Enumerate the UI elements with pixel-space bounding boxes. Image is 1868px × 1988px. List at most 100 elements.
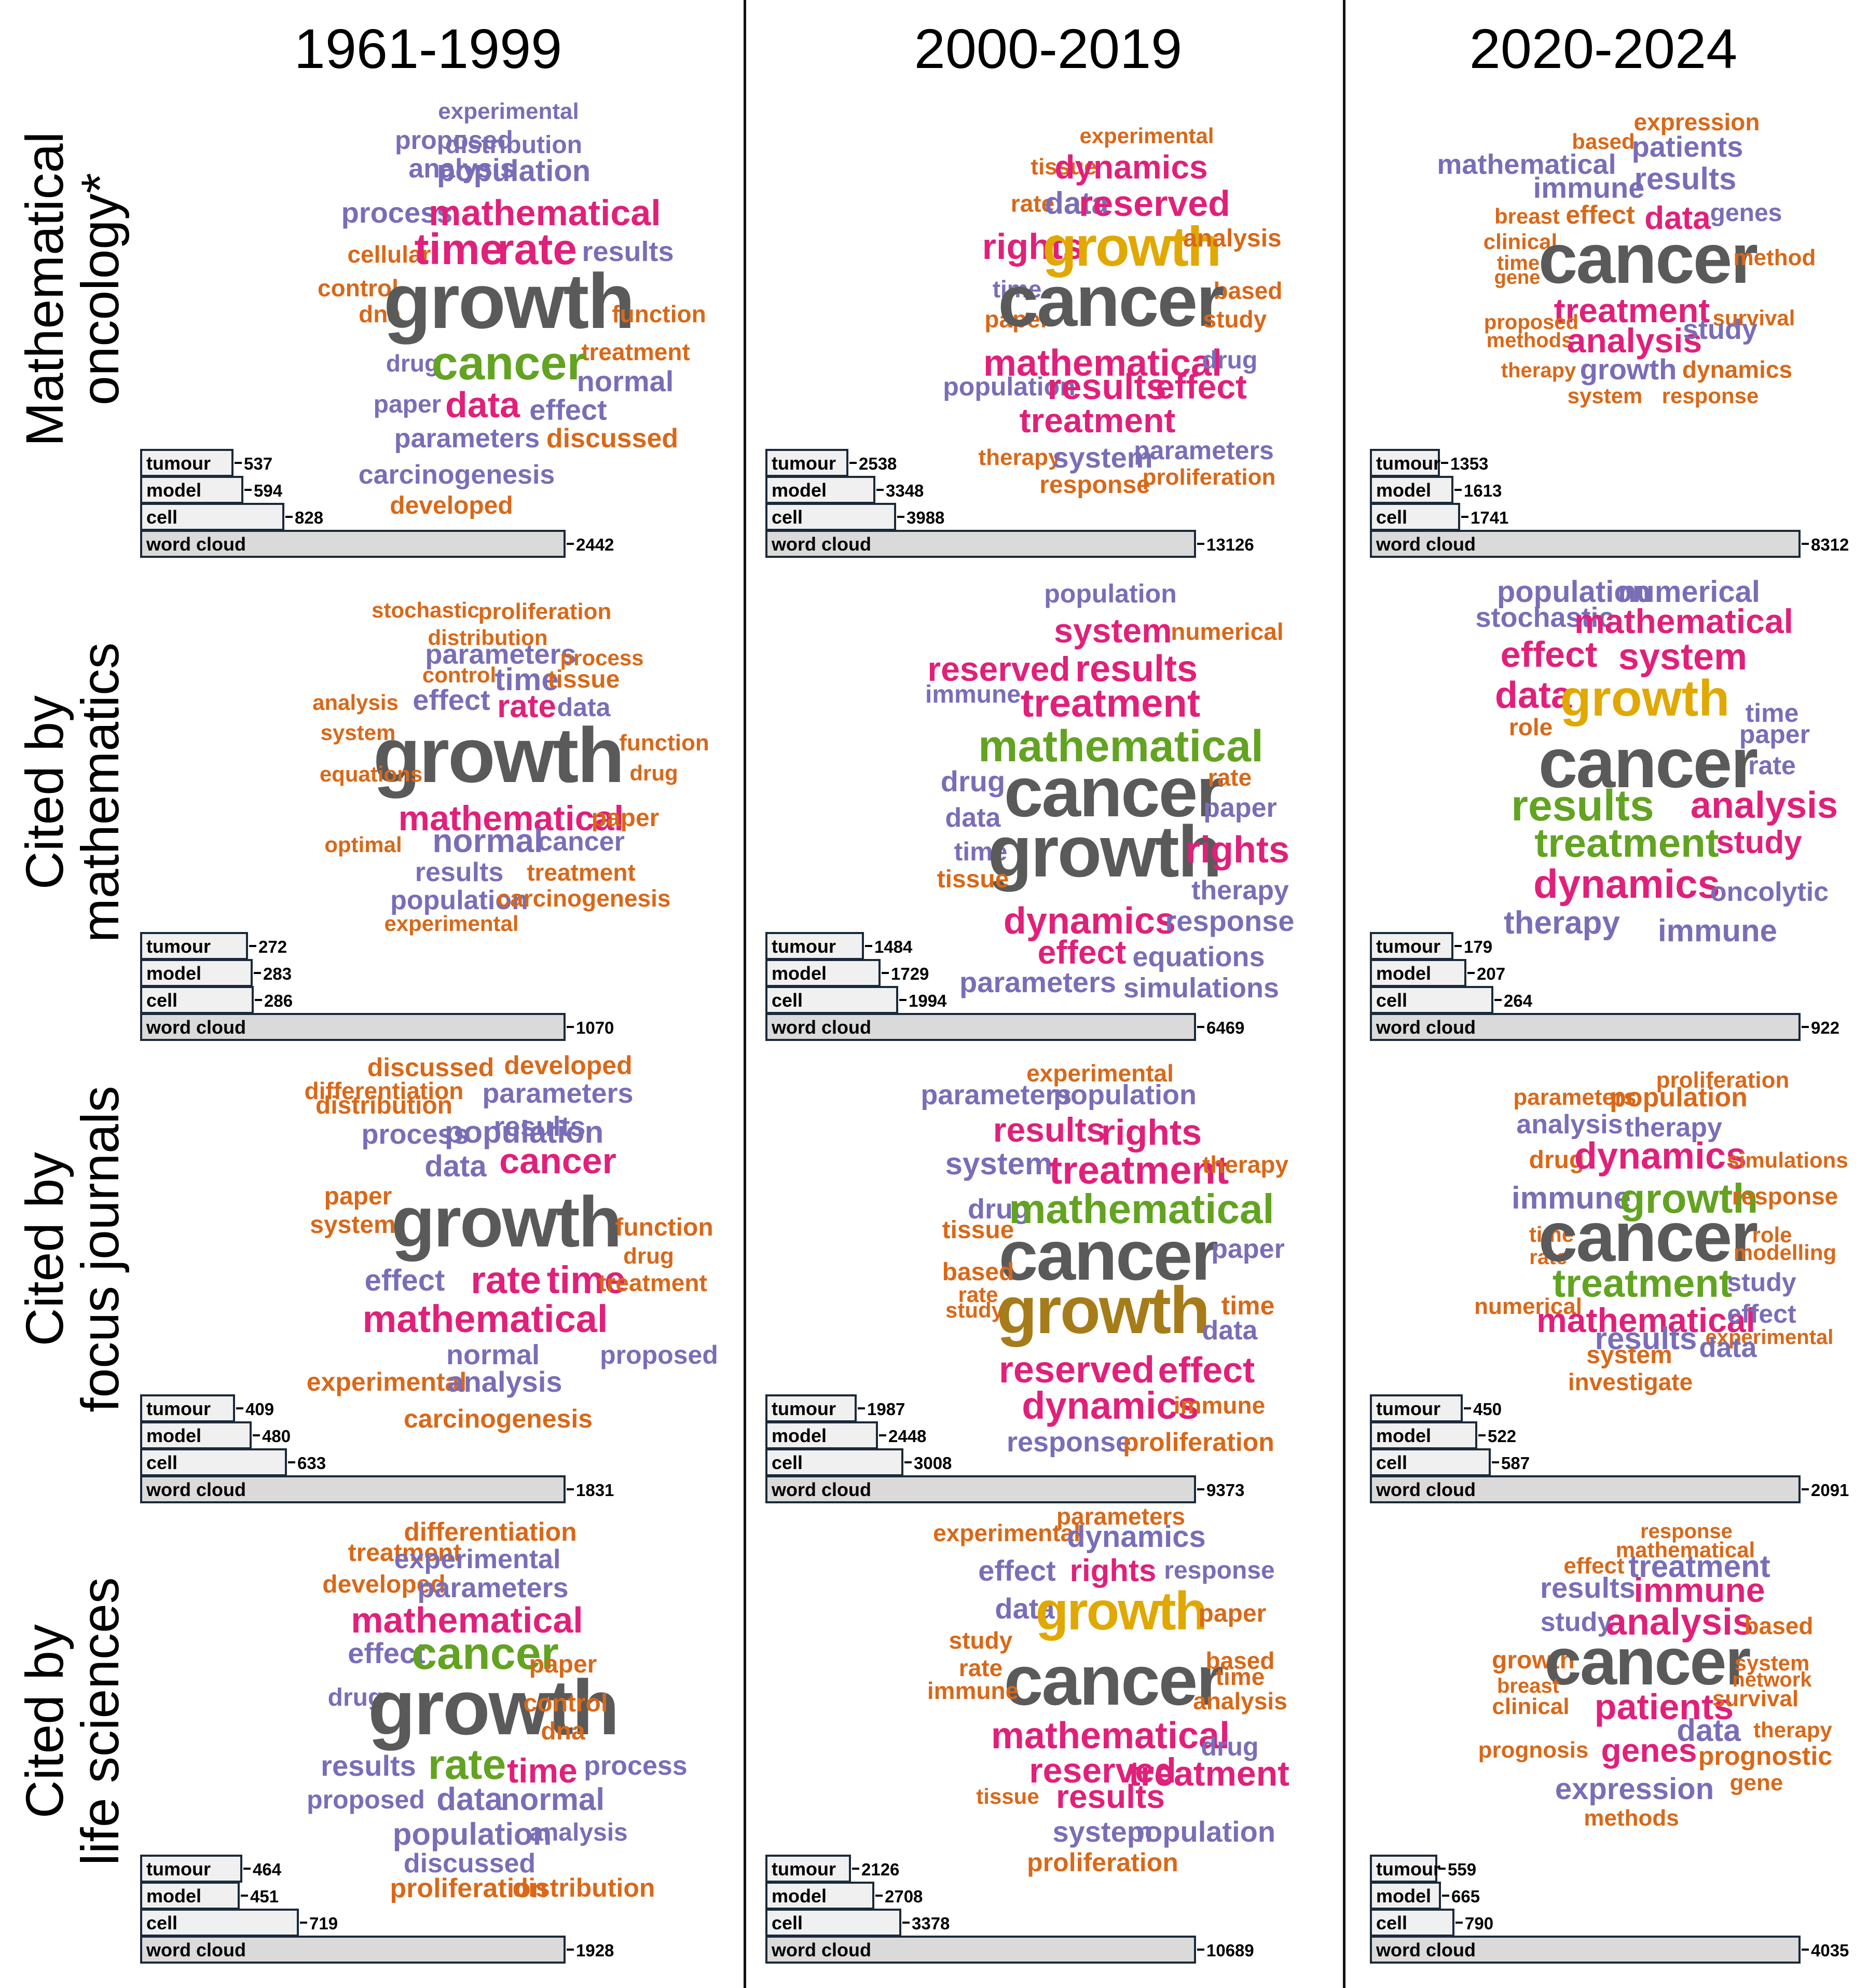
cloud-word-function: function: [612, 300, 706, 327]
cloud-word-system: system: [945, 1146, 1053, 1181]
cloud-word-based: based: [1744, 1612, 1814, 1639]
cloud-word-results: results: [582, 236, 674, 267]
cloud-word-drug: drug: [968, 1194, 1030, 1225]
row-label-line-2: focus journals: [71, 1086, 130, 1413]
cloud-word-rights: rights: [1101, 1112, 1202, 1153]
cloud-word-study: study: [1682, 314, 1758, 345]
cloud-word-analysis: analysis: [1183, 225, 1282, 252]
cloud-word-drug: drug: [327, 1684, 383, 1711]
cloud-word-system: system: [1586, 1341, 1672, 1369]
bar-value-tick: [849, 462, 857, 464]
cloud-word-numerical: numerical: [1618, 575, 1760, 609]
cloud-word-treatment: treatment: [1019, 401, 1176, 440]
cloud-word-dna: dna: [359, 300, 401, 327]
cloud-word-methods: methods: [1486, 329, 1573, 352]
bar-value-tick: [882, 972, 889, 974]
bar-value: 3988: [906, 508, 945, 527]
bar-label: tumour: [1376, 1858, 1440, 1880]
bar-value-tick: [1454, 945, 1462, 947]
bar-word-cloud: [1370, 530, 1801, 558]
cloud-word-dna: dna: [541, 1718, 585, 1745]
cloud-word-differentiation: differentiation: [304, 1077, 464, 1104]
cloud-word-mathematical: mathematical: [1009, 1186, 1274, 1232]
cloud-word-drug: drug: [1201, 1732, 1259, 1761]
cloud-word-parameters: parameters: [959, 966, 1116, 998]
cloud-word-time: time: [992, 276, 1042, 303]
cloud-word-parameters: parameters: [921, 1079, 1072, 1110]
bar-value-tick: [235, 462, 242, 464]
bar-label: tumour: [146, 1398, 211, 1419]
bar-value-tick: [567, 1026, 574, 1028]
cloud-word-rate: rate: [1207, 764, 1252, 791]
bar-label: model: [772, 1425, 827, 1446]
cloud-word-response: response: [1640, 1520, 1733, 1543]
cloud-word-rights: rights: [1185, 829, 1290, 871]
bar-value: 9373: [1206, 1480, 1245, 1500]
cloud-word-numerical: numerical: [1474, 1294, 1582, 1319]
cloud-word-stochastic: stochastic: [372, 598, 479, 622]
bar-value: 4035: [1811, 1941, 1849, 1960]
bar-value: 3008: [914, 1454, 952, 1473]
cloud-word-growth: growth: [368, 1664, 620, 1751]
bar-value-tick: [1802, 1488, 1809, 1490]
cloud-word-genes: genes: [1710, 199, 1782, 227]
bar-value: 790: [1465, 1914, 1494, 1933]
cloud-word-equations: equations: [319, 762, 423, 786]
cloud-word-cancer: cancer: [411, 1627, 559, 1679]
cloud-word-breast: breast: [1496, 1675, 1560, 1697]
cloud-word-methods: methods: [1584, 1805, 1679, 1831]
row-label-mathematical-oncology: Mathematical oncology*: [15, 30, 130, 549]
cloud-word-tissue: tissue: [976, 1784, 1039, 1808]
cloud-word-carcinogenesis: carcinogenesis: [358, 460, 555, 490]
bar-value-tick: [875, 1895, 883, 1897]
cloud-word-population: population: [943, 372, 1076, 401]
cloud-word-treatment: treatment: [348, 1539, 462, 1567]
cloud-word-time: time: [495, 662, 559, 697]
bar-value: 1353: [1450, 454, 1489, 473]
cloud-word-parameters: parameters: [1513, 1085, 1637, 1110]
column-title-2020-2024: 2020-2024: [1469, 17, 1738, 80]
cloud-word-analysis: analysis: [447, 1365, 562, 1398]
cloud-word-treatment: treatment: [527, 859, 636, 886]
cloud-word-control: control: [422, 663, 497, 687]
row-label-cited-by-mathematics: Cited by mathematics: [15, 533, 130, 1052]
cloud-word-analysis: analysis: [1516, 1109, 1623, 1140]
cloud-word-paper: paper: [529, 1651, 597, 1678]
cloud-word-based: based: [1213, 277, 1283, 304]
cloud-word-cancer: cancer: [998, 260, 1224, 341]
cloud-word-analysis: analysis: [1690, 785, 1838, 826]
cloud-word-reserved: reserved: [1029, 1751, 1176, 1790]
bar-value-tick: [1197, 543, 1204, 545]
row-label-line-1: Cited by: [15, 1624, 74, 1819]
cloud-word-cancer: cancer: [1544, 1625, 1751, 1699]
cloud-word-growth: growth: [1042, 215, 1221, 278]
cloud-word-data: data: [424, 1149, 487, 1183]
cloud-word-time: time: [1496, 252, 1540, 275]
bar-value: 1070: [576, 1018, 614, 1037]
cloud-word-growth: growth: [383, 257, 635, 345]
cloud-word-function: function: [615, 1214, 713, 1241]
bar-value-tick: [236, 1407, 243, 1409]
bar-model: [1370, 476, 1453, 504]
cloud-word-drug: drug: [1202, 347, 1258, 374]
cloud-word-cancer: cancer: [538, 827, 625, 857]
cloud-word-study: study: [1203, 306, 1267, 333]
bar-value-tick: [865, 945, 872, 947]
bar-tumour: [1370, 449, 1440, 477]
cloud-word-growth: growth: [373, 711, 625, 799]
cloud-word-time: time: [507, 1751, 578, 1790]
cloud-word-mathematical: mathematical: [1615, 1538, 1755, 1562]
bar-value: 1741: [1471, 508, 1509, 527]
row-label-line-2: life sciences: [71, 1577, 130, 1866]
cloud-word-effect: effect: [1500, 634, 1598, 675]
cloud-word-immune: immune: [1533, 171, 1645, 204]
cloud-word-tissue: tissue: [1031, 154, 1097, 180]
cloud-word-mathematical: mathematical: [1536, 1301, 1755, 1339]
bar-label: word cloud: [1376, 1939, 1476, 1960]
bar-value: 1613: [1464, 481, 1502, 500]
cloud-word-analysis: analysis: [1605, 1601, 1754, 1643]
cloud-word-time: time: [1215, 1663, 1265, 1690]
bar-word-cloud: [1370, 1936, 1801, 1964]
bar-label: tumour: [1376, 453, 1440, 474]
bar-cell: [1370, 1448, 1491, 1476]
